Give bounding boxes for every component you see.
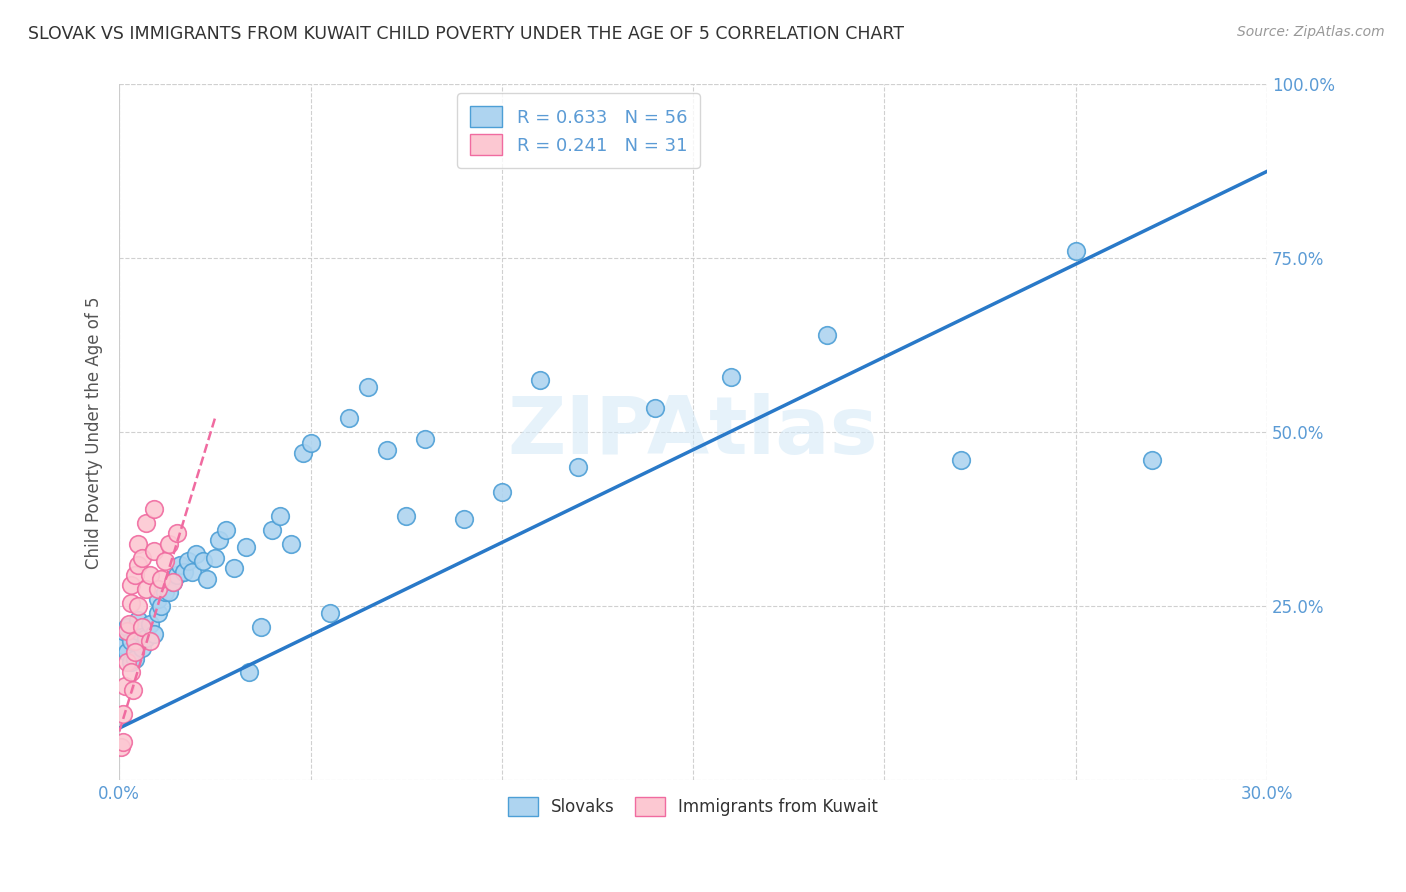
Point: [162, 574, 184, 589]
Point: [124, 644, 146, 658]
Point: [142, 543, 165, 558]
Point: [127, 613, 149, 627]
Point: [115, 655, 138, 669]
Point: [127, 558, 149, 572]
Point: [567, 460, 589, 475]
Point: [249, 620, 271, 634]
Point: [150, 599, 173, 614]
Point: [115, 644, 138, 658]
Point: [131, 641, 153, 656]
Point: [1140, 453, 1163, 467]
Point: [115, 624, 138, 638]
Point: [280, 537, 302, 551]
Point: [110, 739, 132, 754]
Point: [135, 631, 157, 645]
Point: [127, 537, 149, 551]
Point: [127, 599, 149, 614]
Point: [124, 568, 146, 582]
Point: [146, 607, 169, 621]
Point: [124, 634, 146, 648]
Text: Source: ZipAtlas.com: Source: ZipAtlas.com: [1237, 25, 1385, 39]
Point: [720, 369, 742, 384]
Point: [121, 682, 143, 697]
Point: [150, 572, 173, 586]
Point: [491, 484, 513, 499]
Point: [166, 526, 188, 541]
Point: [337, 411, 360, 425]
Point: [118, 616, 141, 631]
Point: [120, 634, 142, 648]
Point: [162, 574, 184, 589]
Point: [131, 620, 153, 634]
Point: [112, 735, 135, 749]
Point: [215, 523, 238, 537]
Point: [139, 616, 162, 631]
Point: [112, 638, 135, 652]
Point: [529, 373, 551, 387]
Point: [135, 516, 157, 530]
Point: [153, 554, 176, 568]
Point: [157, 585, 180, 599]
Point: [124, 651, 146, 665]
Point: [193, 554, 215, 568]
Point: [153, 585, 176, 599]
Point: [114, 679, 136, 693]
Point: [135, 582, 157, 596]
Point: [195, 572, 218, 586]
Text: SLOVAK VS IMMIGRANTS FROM KUWAIT CHILD POVERTY UNDER THE AGE OF 5 CORRELATION CH: SLOVAK VS IMMIGRANTS FROM KUWAIT CHILD P…: [28, 25, 904, 43]
Point: [318, 607, 340, 621]
Point: [184, 547, 207, 561]
Point: [120, 665, 142, 680]
Point: [146, 582, 169, 596]
Point: [112, 624, 135, 638]
Legend: Slovaks, Immigrants from Kuwait: Slovaks, Immigrants from Kuwait: [499, 789, 887, 824]
Point: [173, 565, 195, 579]
Point: [146, 592, 169, 607]
Point: [269, 508, 291, 523]
Point: [127, 624, 149, 638]
Point: [142, 502, 165, 516]
Point: [413, 433, 436, 447]
Point: [235, 540, 257, 554]
Point: [120, 596, 142, 610]
Point: [357, 380, 380, 394]
Point: [238, 665, 260, 680]
Point: [299, 435, 322, 450]
Point: [375, 442, 398, 457]
Point: [262, 523, 284, 537]
Point: [131, 550, 153, 565]
Point: [291, 446, 314, 460]
Point: [120, 578, 142, 592]
Point: [157, 537, 180, 551]
Y-axis label: Child Poverty Under the Age of 5: Child Poverty Under the Age of 5: [86, 296, 103, 568]
Point: [453, 512, 475, 526]
Point: [177, 554, 200, 568]
Point: [208, 533, 231, 548]
Point: [169, 558, 191, 572]
Point: [120, 655, 142, 669]
Point: [142, 627, 165, 641]
Point: [204, 550, 226, 565]
Point: [644, 401, 666, 415]
Point: [222, 561, 245, 575]
Point: [139, 568, 162, 582]
Point: [181, 565, 204, 579]
Text: ZIPAtlas: ZIPAtlas: [508, 393, 879, 471]
Point: [1064, 244, 1087, 259]
Point: [949, 453, 972, 467]
Point: [815, 328, 838, 343]
Point: [139, 634, 162, 648]
Point: [124, 631, 146, 645]
Point: [166, 568, 188, 582]
Point: [115, 620, 138, 634]
Point: [395, 508, 418, 523]
Point: [112, 707, 135, 722]
